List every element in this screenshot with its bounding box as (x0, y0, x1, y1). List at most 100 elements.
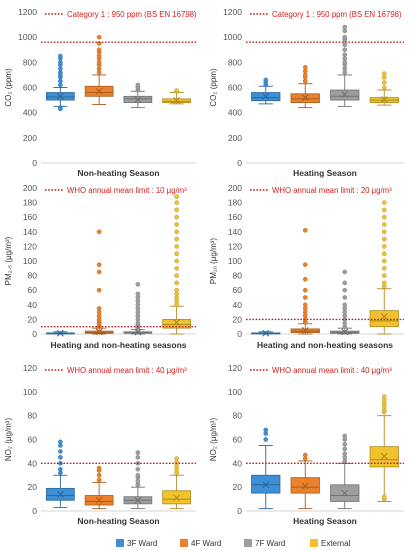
y-tick-label: 1000 (223, 32, 242, 42)
y-axis-label: NO₂ (μg/m³) (209, 418, 218, 462)
box-7f-ward (330, 269, 360, 336)
outlier-point (381, 265, 387, 271)
y-tick-label: 100 (228, 387, 242, 397)
outlier-point (58, 70, 63, 75)
chart-panel-1: 0 200 400 600 800 1000 1200 CO₂ (ppm) Category 1… (4, 7, 197, 178)
mean-marker (262, 481, 270, 489)
mean-marker (341, 328, 349, 336)
outlier-point (174, 244, 179, 249)
outlier-point (342, 70, 348, 75)
outlier-point (174, 258, 179, 264)
outlier-point (174, 88, 179, 93)
y-tick-label: 0 (32, 329, 37, 339)
box-external (369, 200, 399, 335)
y-tick-label: 140 (228, 227, 242, 237)
outlier-point (174, 222, 179, 227)
x-axis-label: Heating and non-heating seasons (257, 340, 393, 350)
legend: 3F Ward 4F Ward 7F Ward External (116, 539, 351, 548)
mean-marker (95, 496, 103, 504)
outlier-point (302, 72, 308, 78)
outlier-point (174, 207, 179, 213)
box-3f-ward (46, 53, 75, 112)
outlier-point (302, 302, 308, 308)
outlier-point (263, 77, 269, 83)
outlier-point (174, 251, 179, 256)
outlier-point (174, 200, 179, 205)
outlier-point (58, 455, 63, 460)
y-axis-label: NO₂ (μg/m³) (4, 418, 13, 462)
y-tick-label: 60 (233, 435, 243, 445)
mean-marker (95, 87, 103, 95)
outlier-point (96, 53, 102, 59)
legend-swatch (116, 539, 124, 547)
outlier-point (342, 441, 348, 447)
y-tick-label: 0 (237, 158, 242, 168)
outlier-point (135, 82, 141, 88)
box-external (369, 71, 399, 106)
outlier-point (135, 472, 141, 478)
outlier-point (381, 200, 387, 205)
legend-label: 7F Ward (255, 539, 285, 548)
outlier-point (174, 194, 179, 200)
outlier-point (381, 394, 387, 399)
outlier-point (342, 451, 348, 457)
legend-label: 4F Ward (191, 539, 221, 548)
outlier-point (135, 466, 141, 472)
box-external (162, 88, 191, 105)
chart-panel-5: 0 20 40 60 80 100 120 NO₂ (μg/m³) WHO annual mea… (4, 363, 196, 526)
y-tick-label: 80 (28, 271, 38, 281)
y-tick-label: 400 (228, 108, 242, 118)
y-tick-label: 120 (23, 241, 37, 251)
outlier-point (381, 71, 387, 76)
box-7f-ward (330, 24, 360, 107)
outlier-point (58, 60, 63, 65)
y-tick-label: 800 (228, 57, 242, 67)
y-tick-label: 600 (23, 83, 37, 93)
outlier-point (342, 28, 348, 34)
y-tick-label: 200 (23, 133, 37, 143)
box-4f-ward (84, 229, 114, 336)
y-tick-label: 20 (233, 314, 243, 324)
y-tick-label: 180 (228, 198, 242, 208)
outlier-point (174, 214, 179, 220)
y-tick-label: 0 (237, 329, 242, 339)
y-tick-label: 600 (228, 83, 242, 93)
x-axis-label: Heating Season (293, 516, 357, 526)
outlier-point (342, 34, 348, 40)
x-axis-label: Heating and non-heating seasons (50, 340, 186, 350)
mean-marker (173, 96, 181, 104)
outlier-point (135, 450, 141, 455)
outlier-point (381, 494, 387, 500)
y-tick-label: 180 (23, 198, 37, 208)
box-4f-ward (290, 228, 320, 335)
mean-marker (173, 494, 181, 502)
y-tick-label: 80 (233, 411, 243, 421)
outlier-point (302, 287, 308, 293)
mean-marker (134, 96, 142, 103)
y-tick-label: 120 (23, 363, 37, 373)
outlier-point (96, 229, 102, 235)
outlier-point (342, 269, 348, 275)
box-4f-ward (290, 452, 320, 510)
outlier-point (96, 47, 102, 53)
outlier-point (342, 52, 348, 58)
mean-marker (95, 328, 103, 336)
y-tick-label: 120 (228, 363, 242, 373)
outlier-point (342, 47, 348, 53)
outlier-point (58, 78, 63, 84)
outlier-point (174, 280, 179, 286)
outlier-point (58, 53, 63, 59)
box-4f-ward (84, 465, 114, 510)
outlier-point (96, 34, 102, 40)
y-tick-label: 200 (228, 133, 242, 143)
outlier-point (96, 472, 102, 478)
y-tick-label: 80 (28, 411, 38, 421)
outlier-point (58, 466, 63, 472)
limit-label: Category 1 : 950 ppm (BS EN 16798) (67, 10, 197, 19)
box-external (369, 394, 399, 502)
outlier-point (381, 85, 387, 90)
outlier-point (96, 465, 102, 471)
outlier-point (381, 251, 387, 256)
outlier-point (96, 262, 102, 267)
limit-label: WHO annual mean limit : 20 μg/m³ (272, 186, 392, 195)
